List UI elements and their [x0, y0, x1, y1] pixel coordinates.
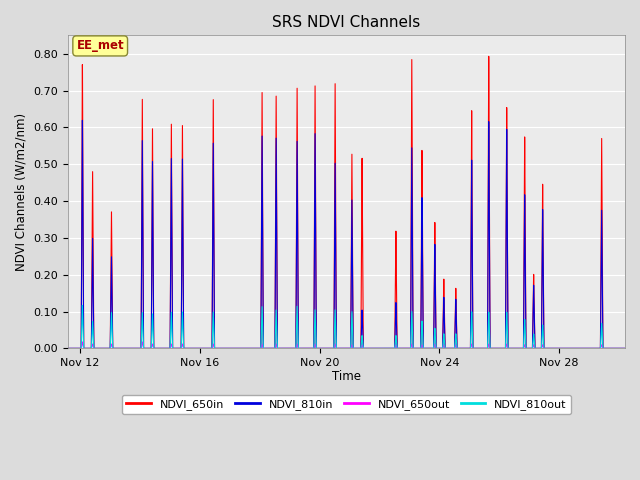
- Y-axis label: NDVI Channels (W/m2/nm): NDVI Channels (W/m2/nm): [15, 113, 28, 271]
- Title: SRS NDVI Channels: SRS NDVI Channels: [273, 15, 420, 30]
- X-axis label: Time: Time: [332, 370, 361, 383]
- Legend: NDVI_650in, NDVI_810in, NDVI_650out, NDVI_810out: NDVI_650in, NDVI_810in, NDVI_650out, NDV…: [122, 395, 571, 414]
- Text: EE_met: EE_met: [76, 39, 124, 52]
